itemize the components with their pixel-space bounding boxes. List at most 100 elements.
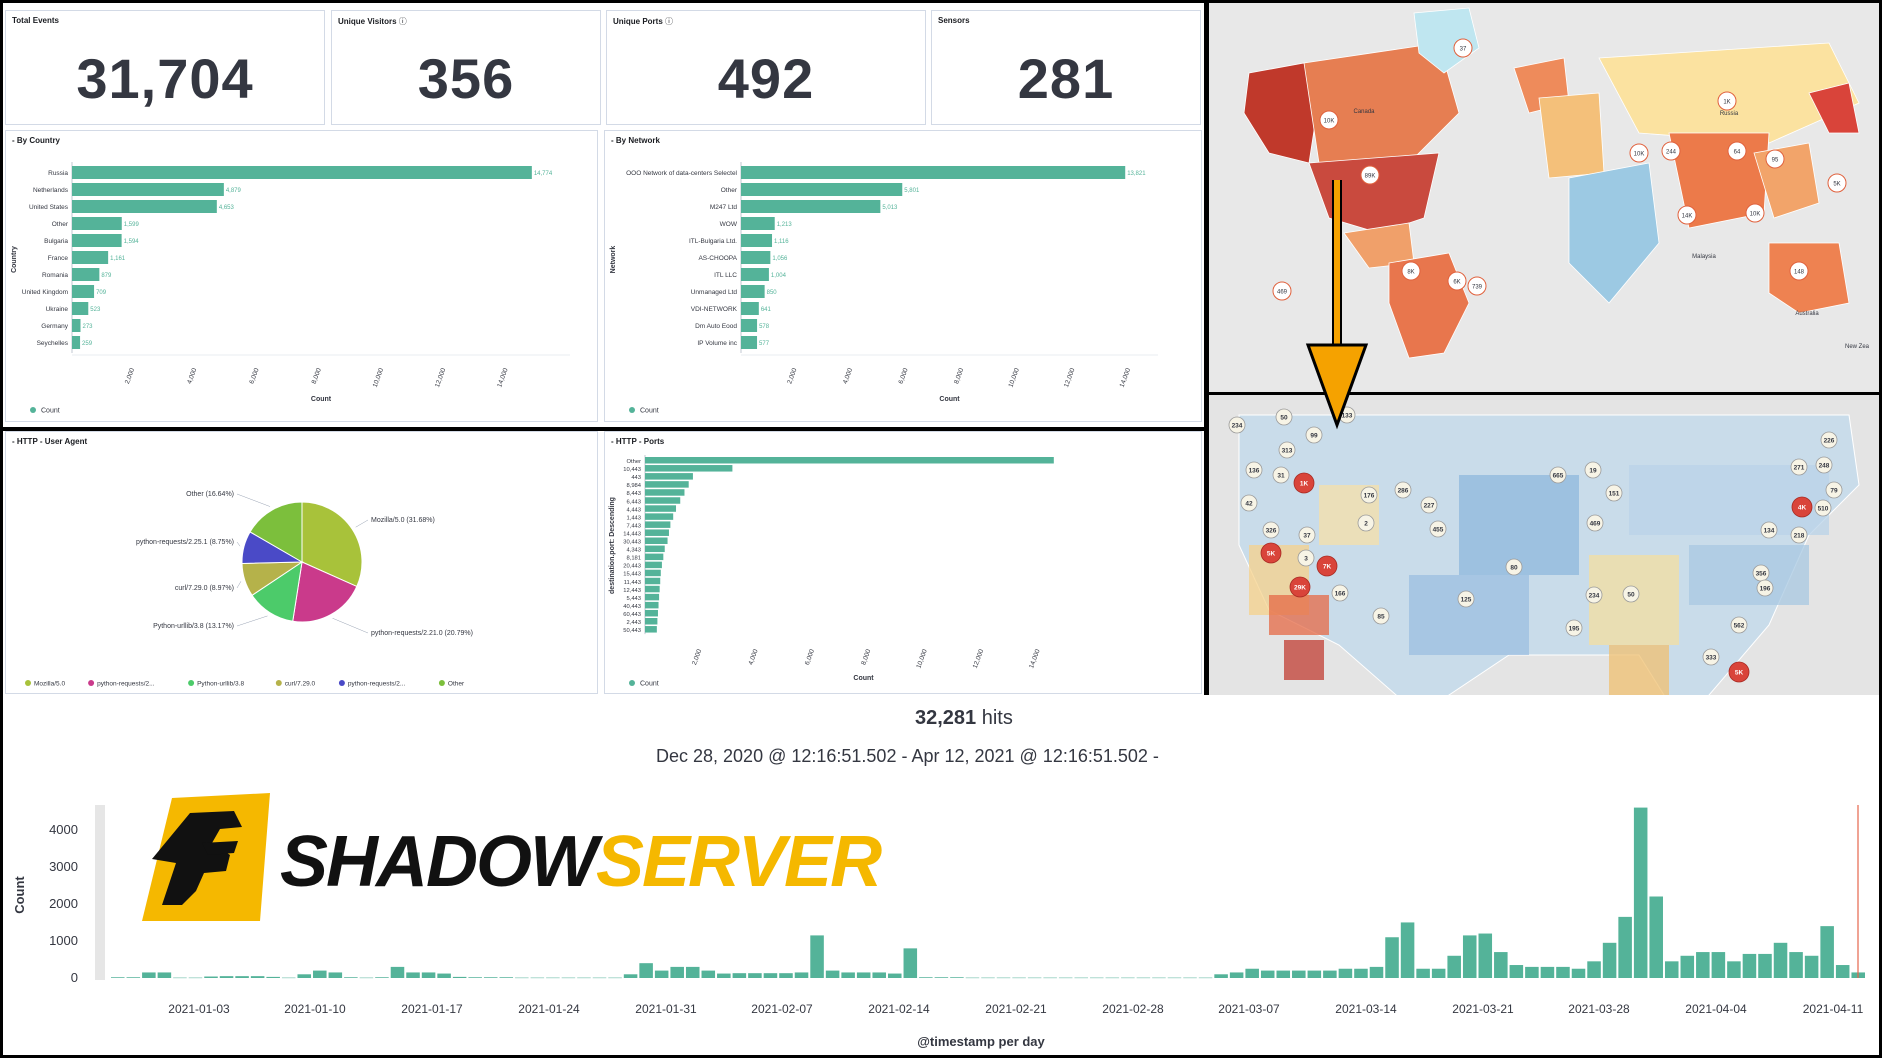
category-label: Netherlands <box>33 187 69 194</box>
map-cluster-label: 133 <box>1342 413 1353 420</box>
map-cluster-pin <box>1791 496 1813 518</box>
category-label: Russia <box>48 170 68 177</box>
map-cluster-pin <box>1827 173 1847 193</box>
time-range[interactable]: Dec 28, 2020 @ 12:16:51.502 - Apr 12, 20… <box>656 746 1159 766</box>
user-agent-panel: - HTTP - User Agent Mozilla/5.0 (31.68%)… <box>5 431 598 694</box>
bar <box>72 251 109 264</box>
histogram-bar <box>872 972 886 978</box>
category-label: Ukraine <box>46 306 69 313</box>
map-cluster-label: 234 <box>1232 423 1243 430</box>
histogram-bar <box>639 963 653 978</box>
x-tick-label: 2021-04-04 <box>1685 1002 1747 1016</box>
histogram-bar <box>1727 961 1741 978</box>
category-label: ITL-Bulgaria Ltd. <box>689 238 737 245</box>
map-cluster-label: 5K <box>1267 551 1276 558</box>
bar <box>72 268 100 281</box>
histogram-bar <box>1758 953 1772 978</box>
x-tick-label: 2,000 <box>124 367 136 385</box>
category-label: ITL LLC <box>714 272 737 279</box>
map-cluster-label: 4K <box>1798 505 1807 512</box>
map-cluster-pin <box>1815 456 1833 474</box>
bar <box>72 217 122 230</box>
histogram-bar <box>996 977 1011 979</box>
x-tick-label: 8,000 <box>953 367 965 385</box>
legend-label: python-requests/2... <box>348 681 406 688</box>
x-tick-label: 14,000 <box>496 367 510 388</box>
histogram-bar <box>1571 968 1586 978</box>
bar-value-label: 1,056 <box>772 256 788 262</box>
map-cluster-pin <box>1825 481 1843 499</box>
y-tick-label: 0 <box>71 970 78 985</box>
map-cluster-pin <box>1730 616 1748 634</box>
histogram-bar <box>1105 977 1120 979</box>
category-label: WOW <box>720 221 738 228</box>
histogram-bar <box>701 970 716 978</box>
pie-slice-label: Other (16.64%) <box>186 491 234 498</box>
map-cluster-pin <box>1331 584 1349 602</box>
info-icon[interactable]: ⓘ <box>396 17 407 26</box>
histogram-bar <box>515 977 529 979</box>
map-cluster-label: 3 <box>1304 556 1308 563</box>
map-cluster-pin <box>1289 576 1311 598</box>
bar <box>72 336 81 349</box>
histogram-bar <box>670 966 684 978</box>
map-cluster-pin <box>1661 141 1681 161</box>
bar-value-label: 577 <box>759 341 770 347</box>
histogram-bar <box>1369 966 1384 978</box>
y-tick-label: 4000 <box>49 822 78 837</box>
map-cluster-pin <box>1447 271 1467 291</box>
histogram-bar <box>1664 961 1679 978</box>
histogram-bar <box>421 972 436 978</box>
country-shape <box>1303 42 1460 164</box>
map-cluster-label: 64 <box>1734 150 1741 156</box>
map-cluster-label: 37 <box>1460 47 1467 53</box>
histogram-bar <box>1074 977 1089 979</box>
map-cluster-pin <box>1629 143 1649 163</box>
histogram-bar <box>483 977 498 978</box>
histogram-bar <box>1525 966 1539 978</box>
histogram-bar <box>266 976 280 978</box>
map-cluster-pin <box>1272 466 1290 484</box>
pie-slice-label: python-requests/2.25.1 (8.75%) <box>136 539 234 546</box>
category-label: 6,443 <box>626 499 641 505</box>
legend-label: curl/7.29.0 <box>285 681 316 688</box>
histogram-bar <box>887 973 902 978</box>
histogram-bar <box>1043 977 1057 979</box>
y-axis-title: destination.port: Descending <box>609 497 616 594</box>
metric-panel: Unique Visitors ⓘ 356 <box>331 10 601 125</box>
x-tick-label: 2021-03-21 <box>1452 1002 1514 1016</box>
map-cluster-pin <box>1262 521 1280 539</box>
category-label: 443 <box>631 475 641 481</box>
x-tick-label: 2021-01-03 <box>168 1002 230 1016</box>
bar <box>645 497 681 504</box>
histogram-bar <box>546 977 560 979</box>
histogram-bar <box>359 977 374 979</box>
map-cluster-pin <box>1728 661 1750 683</box>
histogram-bar <box>390 966 405 978</box>
panel-title: - By Network <box>611 136 660 145</box>
histogram-bar <box>1711 952 1726 978</box>
map-cluster-label: 176 <box>1364 493 1375 500</box>
map-cluster-label: 665 <box>1553 473 1564 480</box>
histogram-bar <box>1602 942 1617 978</box>
histogram-bar <box>1820 926 1834 978</box>
info-icon[interactable]: ⓘ <box>662 17 674 26</box>
bar <box>645 489 685 496</box>
y-tick-label: 3000 <box>49 859 78 874</box>
category-label: 4,443 <box>626 507 641 513</box>
category-label: United Kingdom <box>22 289 68 296</box>
histogram-bar <box>328 972 343 978</box>
x-tick-label: 2,000 <box>786 367 798 385</box>
bar <box>741 268 769 281</box>
metric-title: Unique Visitors ⓘ <box>338 17 407 26</box>
histogram-bar <box>1804 955 1819 978</box>
bar <box>645 529 669 536</box>
map-cluster-pin <box>1585 586 1603 604</box>
x-axis-title: @timestamp per day <box>917 1034 1045 1049</box>
bar <box>741 285 765 298</box>
pie-slice <box>301 501 363 588</box>
bar <box>645 601 659 609</box>
map-cluster-label: 5K <box>1735 670 1744 677</box>
by-network-panel: - By Network OOO Network of data-centers… <box>604 130 1202 422</box>
shadowserver-emblem-icon <box>142 793 270 921</box>
